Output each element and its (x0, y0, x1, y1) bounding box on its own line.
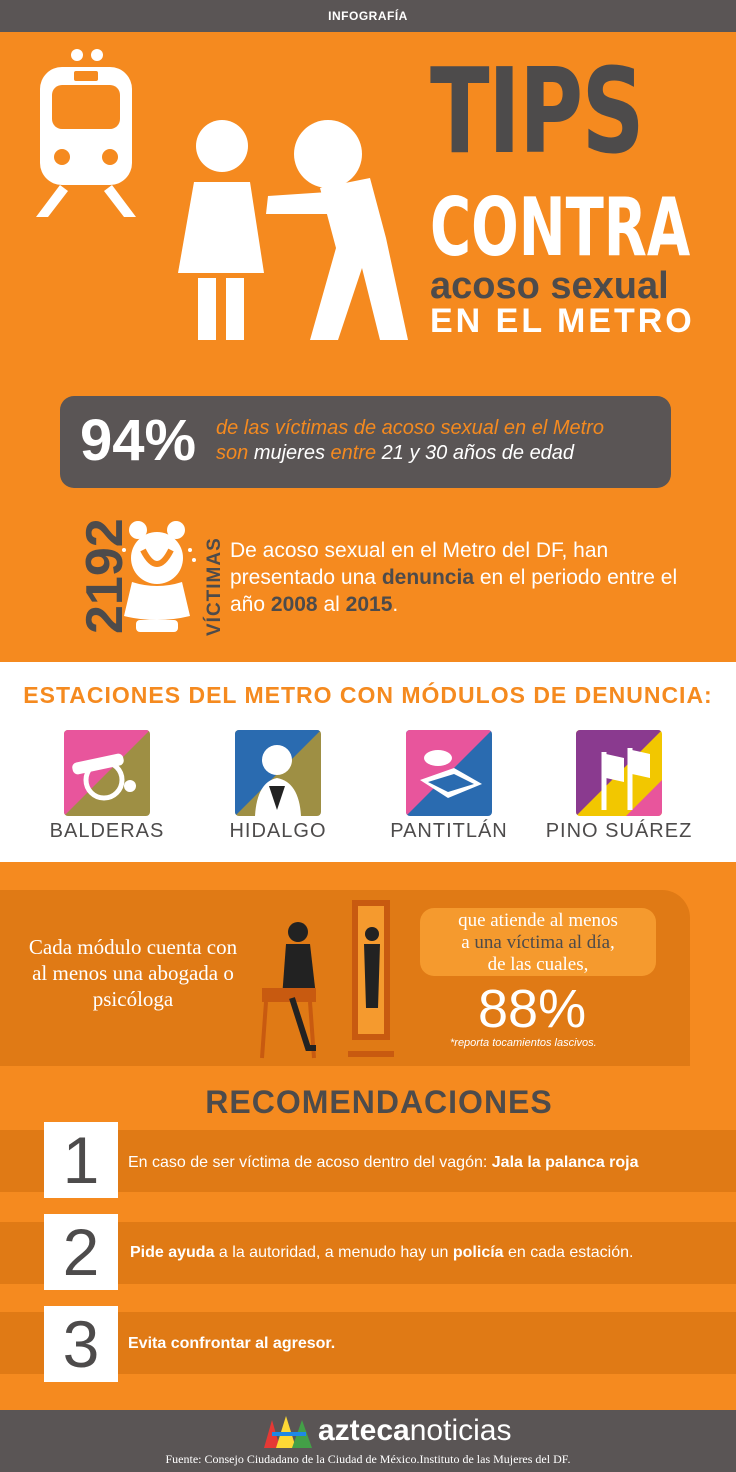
psychologist-figure-icon (260, 922, 316, 1059)
station-name: BALDERAS (49, 820, 165, 842)
rec1-pre: En caso de ser víctima de acoso dentro d… (128, 1154, 492, 1171)
stat-box: 94% de las víctimas de acoso sexual en e… (60, 396, 671, 488)
victims-text-denuncia: denuncia (381, 566, 474, 589)
stat-text-seg1: de las víctimas de acoso sexual en el Me… (216, 417, 604, 439)
rec2-bold2: policía (452, 1244, 504, 1261)
victims-label: VÍCTIMAS (204, 537, 225, 636)
rec2-mid: a la autoridad, a menudo hay un (214, 1244, 453, 1261)
footer: aztecanoticias Fuente: Consejo Ciudadano… (0, 1410, 736, 1472)
victims-text: De acoso sexual en el Metro del DF, han … (230, 537, 690, 618)
footer-logo-text: aztecanoticias (318, 1416, 511, 1446)
stat-text-seg4: entre (330, 442, 377, 464)
stat-text-seg3: mujeres (253, 442, 325, 464)
stat-text-seg2: son (216, 442, 249, 464)
mirror-icon (348, 900, 394, 1057)
logo-regular: noticias (409, 1414, 512, 1447)
header-bar: INFOGRAFÍA (0, 0, 736, 32)
bubble-highlight: una víctima al día (474, 932, 611, 953)
stat-percent: 94% (80, 408, 197, 473)
rec1-bold: Jala la palanca roja (491, 1154, 639, 1171)
stations-title: ESTACIONES DEL METRO CON MÓDULOS DE DENU… (23, 682, 713, 708)
percent-88: 88% (478, 979, 587, 1039)
flags-icon (576, 730, 662, 816)
woman-figure-icon (178, 120, 264, 340)
bubble-line3: de las cuales, (487, 954, 589, 975)
pantitlan-icon (406, 730, 492, 816)
recommendation-text-2: Pide ayuda a la autoridad, a menudo hay … (130, 1243, 633, 1263)
station-pino-suarez: PINO SUÁREZ (534, 730, 704, 843)
recommendation-row-3 (0, 1312, 736, 1374)
crying-woman-icon (122, 521, 196, 632)
victims-text-seg3: en el periodo entre el año (230, 566, 678, 616)
victims-text-seg5: al (323, 593, 340, 616)
stations-section: ESTACIONES DEL METRO CON MÓDULOS DE DENU… (0, 662, 736, 862)
station-balderas: BALDERAS (22, 730, 192, 843)
recommendation-row-2 (0, 1222, 736, 1284)
footer-source: Fuente: Consejo Ciudadano de la Ciudad d… (165, 1452, 571, 1466)
station-name: HIDALGO (229, 820, 327, 842)
victims-text-period: . (392, 593, 399, 616)
module-section: Cada módulo cuenta con al menos una abog… (0, 890, 690, 1066)
train-icon (36, 49, 136, 217)
rec2-post: en cada estación. (503, 1244, 634, 1261)
percent-note: *reporta tocamientos lascivos. (450, 1037, 597, 1049)
recommendation-number-2: 2 (44, 1214, 118, 1290)
cannon-icon (64, 730, 150, 816)
logo-bold: azteca (318, 1414, 410, 1447)
title-acoso-sexual: acoso sexual (430, 265, 669, 307)
title-contra: CONTRA (430, 181, 691, 274)
hidalgo-bust-icon (235, 730, 321, 816)
rec2-bold1: Pide ayuda (130, 1244, 215, 1261)
azteca-logo-icon (264, 1416, 312, 1448)
title-tips: TIPS (430, 42, 645, 180)
header-label: INFOGRAFÍA (328, 9, 408, 23)
victims-text-2008: 2008 (270, 593, 318, 616)
bubble-line1: que atiende al menos (458, 910, 618, 931)
rec3-bold: Evita confrontar al agresor. (128, 1335, 336, 1352)
recommendation-text-1: En caso de ser víctima de acoso dentro d… (128, 1153, 639, 1173)
harasser-figure-icon (266, 120, 408, 340)
recommendation-text-3: Evita confrontar al agresor. (128, 1334, 335, 1354)
recommendation-number-3: 3 (44, 1306, 118, 1382)
station-name: PANTITLÁN (390, 820, 508, 842)
victims-text-seg1: De acoso sexual en el Metro del DF, han … (230, 539, 609, 589)
bubble-comma: , (610, 932, 615, 953)
recommendation-row-1 (0, 1130, 736, 1192)
station-name: PINO SUÁREZ (545, 820, 693, 842)
speech-bubble: que atiende al menos a una víctima al dí… (420, 908, 656, 976)
victims-text-2015: 2015 (345, 593, 393, 616)
stat-text: de las víctimas de acoso sexual en el Me… (216, 416, 666, 466)
recommendation-number-1: 1 (44, 1122, 118, 1198)
station-hidalgo: HIDALGO (193, 730, 363, 843)
recommendations-title: RECOMENDACIONES (205, 1084, 553, 1120)
stat-text-seg5: 21 y 30 años de edad (381, 442, 575, 464)
title-en-el-metro: EN EL METRO (430, 302, 695, 340)
bubble-a: a (461, 932, 470, 953)
module-text: Cada módulo cuenta con al menos una abog… (28, 935, 238, 1011)
station-pantitlan: PANTITLÁN (364, 730, 534, 843)
